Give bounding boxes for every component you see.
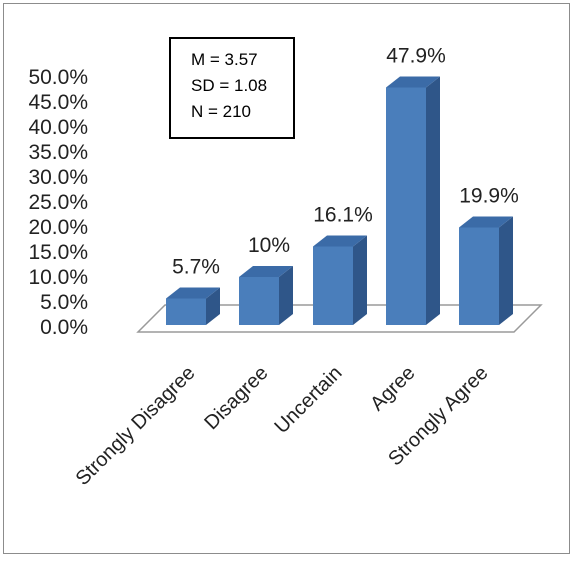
stats-box: M = 3.57 SD = 1.08 N = 210 — [169, 37, 295, 139]
bar-side — [353, 235, 367, 325]
bar-side — [279, 266, 293, 325]
y-tick-label: 0.0% — [40, 316, 88, 339]
y-tick-label: 45.0% — [28, 91, 88, 114]
category-label: Uncertain — [270, 362, 346, 438]
y-tick-label: 30.0% — [28, 166, 88, 189]
bar — [239, 277, 279, 325]
stats-mean: M = 3.57 — [191, 50, 258, 69]
y-tick-label: 25.0% — [28, 191, 88, 214]
category-label: Agree — [366, 362, 419, 415]
data-label: 47.9% — [386, 45, 446, 68]
stats-n: N = 210 — [191, 102, 252, 121]
category-label: Disagree — [200, 362, 272, 434]
data-label: 16.1% — [313, 204, 373, 227]
y-tick-label: 35.0% — [28, 141, 88, 164]
bar-top — [239, 266, 293, 277]
bar-top — [459, 216, 513, 228]
bar — [459, 227, 499, 325]
chart-frame: 0.0% 5.0% 10.0% 15.0% 20.0% 25.0% 30.0% 35.0% 40… — [3, 3, 570, 554]
bar — [313, 246, 353, 325]
category-label: Strongly Disagree — [72, 362, 200, 490]
bar — [166, 298, 206, 325]
bar-side — [206, 287, 220, 325]
bar-top — [386, 76, 440, 88]
data-label: 5.7% — [172, 256, 220, 279]
y-tick-label: 50.0% — [28, 66, 88, 89]
data-label: 19.9% — [459, 185, 519, 208]
data-label: 10% — [248, 234, 290, 257]
y-tick-label: 15.0% — [28, 241, 88, 264]
bar — [386, 87, 426, 325]
bar-top — [313, 235, 367, 247]
bar-top — [166, 287, 220, 299]
bar-side — [499, 216, 513, 325]
stats-sd: SD = 1.08 — [191, 76, 268, 95]
y-tick-label: 40.0% — [28, 116, 88, 139]
bar-side — [426, 76, 440, 325]
bar-chart: 0.0%5.0%10.0%15.0%20.0%25.0%30.0%35.0%40… — [28, 45, 543, 490]
y-tick-label: 10.0% — [28, 266, 88, 289]
y-tick-label: 5.0% — [40, 291, 88, 314]
y-tick-label: 20.0% — [28, 216, 88, 239]
